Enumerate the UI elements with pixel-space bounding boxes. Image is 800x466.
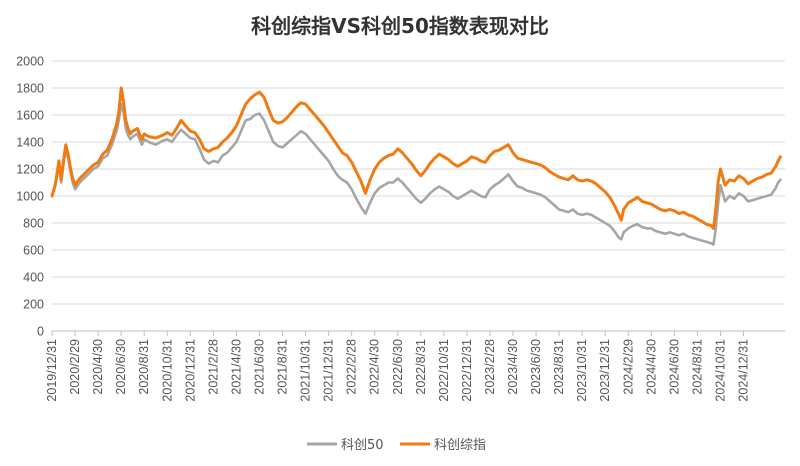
series-line-kechuang50 xyxy=(50,102,782,246)
chart-title: 科创综指VS科创50指数表现对比 xyxy=(251,14,549,38)
y-tick-label: 1000 xyxy=(16,190,44,204)
y-tick-label: 800 xyxy=(23,217,44,231)
y-tick-label: 1400 xyxy=(16,136,44,150)
x-tick-label: 2024/10/31 xyxy=(713,339,727,402)
x-tick-label: 2021/10/31 xyxy=(299,339,313,402)
x-tick-label: 2021/4/30 xyxy=(229,339,243,395)
x-tick-label: 2023/10/31 xyxy=(575,339,589,402)
x-tick-label: 2022/4/30 xyxy=(368,339,382,395)
x-tick-label: 2023/8/31 xyxy=(552,339,566,395)
y-tick-label: 0 xyxy=(37,325,44,339)
x-tick-label: 2024/4/30 xyxy=(644,339,658,395)
x-tick-label: 2020/10/31 xyxy=(160,339,174,402)
x-axis: 2019/12/31 2020/2/29 2020/4/30 2020/6/30 202… xyxy=(45,331,751,402)
y-tick-label: 400 xyxy=(23,271,44,285)
x-tick-label: 2022/2/28 xyxy=(345,339,359,395)
x-tick-label: 2022/6/30 xyxy=(391,339,405,395)
y-tick-label: 200 xyxy=(23,298,44,312)
legend: 科创50 科创综指 xyxy=(307,438,486,453)
x-tick-label: 2022/10/31 xyxy=(437,339,451,402)
series-layer xyxy=(50,86,782,246)
x-tick-label: 2021/6/30 xyxy=(252,339,266,395)
x-tick-label: 2024/8/31 xyxy=(690,339,704,395)
legend-label-kechuang-composite: 科创综指 xyxy=(434,438,486,453)
y-tick-label: 1800 xyxy=(16,82,44,96)
x-tick-label: 2024/6/30 xyxy=(667,339,681,395)
x-tick-label: 2024/2/29 xyxy=(621,339,635,395)
x-tick-label: 2023/4/30 xyxy=(506,339,520,395)
y-axis: 0 200 400 600 800 1000 1200 1400 1600 1800 2000 xyxy=(16,55,44,339)
x-tick-label: 2020/4/30 xyxy=(91,339,105,395)
legend-label-kechuang50: 科创50 xyxy=(341,438,384,453)
x-tick-label: 2021/2/28 xyxy=(206,339,220,395)
y-tick-label: 600 xyxy=(23,244,44,258)
x-tick-label: 2020/8/31 xyxy=(137,339,151,395)
x-tick-label: 2020/2/29 xyxy=(68,339,82,395)
y-tick-label: 1600 xyxy=(16,109,44,123)
gridlines xyxy=(52,60,785,332)
x-tick-label: 2022/8/31 xyxy=(414,339,428,395)
y-tick-label: 2000 xyxy=(16,55,44,69)
series-line-kechuang-composite xyxy=(50,86,782,230)
x-tick-label: 2024/12/31 xyxy=(737,339,751,402)
x-tick-label: 2022/12/31 xyxy=(460,339,474,402)
x-tick-label: 2019/12/31 xyxy=(45,339,59,402)
y-tick-label: 1200 xyxy=(16,163,44,177)
x-tick-label: 2020/6/30 xyxy=(114,339,128,395)
x-tick-label: 2021/8/31 xyxy=(276,339,290,395)
x-tick-label: 2023/2/28 xyxy=(483,339,497,395)
x-tick-label: 2021/12/31 xyxy=(322,339,336,402)
x-tick-label: 2023/12/31 xyxy=(598,339,612,402)
x-tick-label: 2020/12/31 xyxy=(183,339,197,402)
x-tick-label: 2023/6/30 xyxy=(529,339,543,395)
